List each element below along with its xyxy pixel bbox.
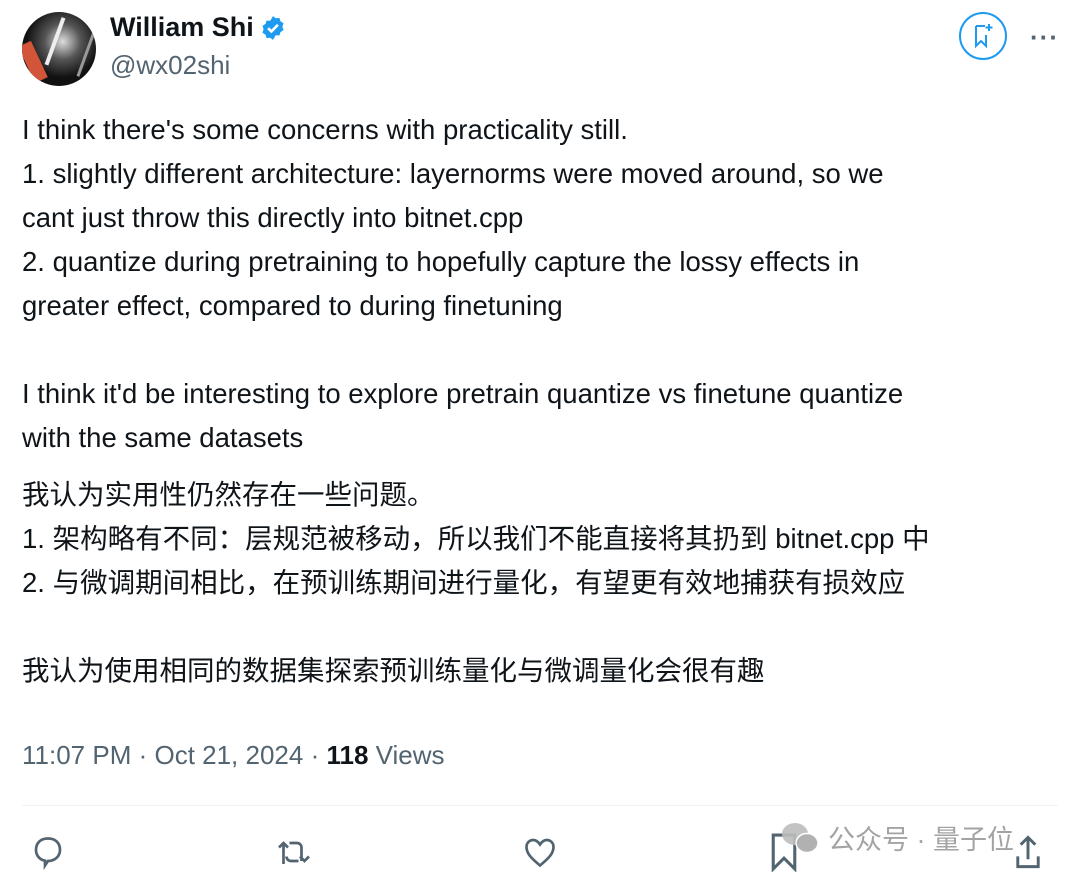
share-button[interactable]: [1008, 832, 1048, 872]
repost-button[interactable]: [274, 832, 314, 872]
tweet-date[interactable]: Oct 21, 2024: [154, 740, 304, 770]
text-line: cant just throw this directly into bitne…: [22, 202, 524, 233]
text-line: 2. quantize during pretraining to hopefu…: [22, 246, 860, 277]
views-label: Views: [368, 740, 445, 770]
bookmark-sparkle-icon: [975, 24, 993, 49]
share-icon: [1016, 835, 1040, 869]
author-name[interactable]: William Shi: [110, 12, 286, 43]
like-button[interactable]: [520, 832, 560, 872]
text-line: I think there's some concerns with pract…: [22, 114, 628, 145]
text-line: greater effect, compared to during finet…: [22, 290, 563, 321]
watermark: 公众号 · 量子位: [780, 818, 1014, 857]
text-line: I think it'd be interesting to explore p…: [22, 378, 904, 409]
wechat-logo-icon: [782, 822, 819, 853]
views-count: 118: [326, 740, 369, 770]
text-line: 我认为使用相同的数据集探索预训练量化与微调量化会很有趣: [22, 655, 765, 686]
repost-icon: [278, 841, 310, 864]
text-line: 1. 架构略有不同：层规范被移动，所以我们不能直接将其扔到 bitnet.cpp…: [22, 523, 930, 554]
separator: ·: [303, 740, 327, 770]
text-line: with the same datasets: [22, 422, 304, 453]
tweet-time[interactable]: 11:07 PM: [22, 740, 132, 770]
tweet-text-chinese: 我认为实用性仍然存在一些问题。 1. 架构略有不同：层规范被移动，所以我们不能直…: [22, 472, 930, 692]
reply-button[interactable]: [28, 832, 68, 872]
grok-button[interactable]: [959, 12, 1007, 60]
tweet-text-english: I think there's some concerns with pract…: [22, 108, 903, 460]
separator: ·: [131, 740, 155, 770]
author-handle[interactable]: @wx02shi: [110, 50, 231, 80]
more-options-icon[interactable]: ···: [1030, 22, 1059, 52]
text-line: 我认为实用性仍然存在一些问题。: [22, 479, 435, 510]
tweet-meta: 11:07 PM · Oct 21, 2024 · 118 Views: [22, 740, 445, 771]
divider: [22, 805, 1058, 806]
verified-badge-icon: [262, 15, 284, 40]
author-name-text: William Shi: [110, 12, 254, 42]
text-line: 1. slightly different architecture: laye…: [22, 158, 884, 189]
reply-icon: [34, 837, 62, 870]
text-line: 2. 与微调期间相比，在预训练期间进行量化，有望更有效地捕获有损效应: [22, 567, 906, 598]
avatar[interactable]: [22, 12, 96, 86]
heart-icon: [525, 838, 555, 868]
watermark-text: 公众号 · 量子位: [828, 825, 1014, 855]
